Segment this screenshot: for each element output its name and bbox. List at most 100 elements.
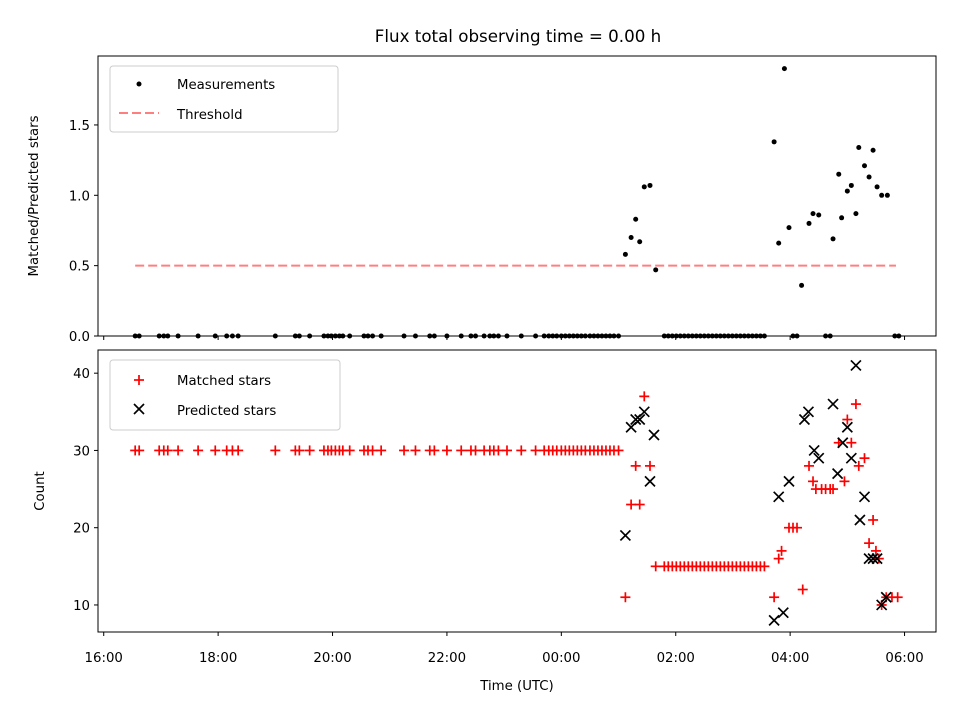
top-x-ticks (103, 336, 906, 340)
measurement-point (839, 215, 845, 221)
predicted-star-stroke (798, 413, 811, 426)
measurement-point (562, 333, 568, 339)
measurement-point (866, 174, 872, 180)
measurement-point (224, 333, 230, 339)
predicted-star-stroke (871, 553, 883, 565)
matched-star-point (344, 445, 355, 456)
measurement-point (628, 235, 634, 241)
measurement-point (136, 333, 142, 339)
measurement-point (599, 333, 605, 339)
matched-star-point (839, 476, 850, 487)
measurement-point (781, 66, 787, 72)
matched-star-point (630, 460, 641, 471)
legend-matched-label: Matched stars (177, 374, 271, 389)
bottom-y-tick-label: 30 (73, 444, 90, 459)
matched-star-point (842, 414, 853, 425)
measurement-point (745, 333, 751, 339)
matched-star-point (429, 445, 440, 456)
bottom-y-ticks: 10 20 30 40 (73, 367, 98, 614)
measurement-point (195, 333, 201, 339)
bottom-panel: 10 20 30 40 16:00 18:00 20:00 22:00 00:00 02:00 0… (33, 349, 937, 694)
matched-star-point (173, 445, 184, 456)
measurement-point (827, 333, 833, 339)
measurement-point (481, 333, 487, 339)
matched-star-point (233, 445, 244, 456)
bottom-axes-frame (97, 349, 937, 633)
matched-star-point (850, 399, 861, 410)
measurement-point (307, 333, 313, 339)
top-y-axis-label: Matched/Predicted stars (27, 115, 42, 276)
predicted-star-point (858, 491, 871, 503)
predicted-star-point (871, 553, 883, 565)
predicted-star-point (827, 398, 839, 410)
predicted-star-stroke (832, 468, 844, 480)
predicted-star-stroke (619, 529, 631, 542)
matched-star-point (828, 484, 839, 495)
predicted-star-point (634, 413, 646, 426)
matched-star-point (626, 499, 637, 510)
measurement-point (701, 333, 707, 339)
bottom-y-axis-label: Count (33, 471, 48, 511)
top-y-tick-label: 0.0 (69, 330, 90, 345)
matched-star-point (644, 460, 655, 471)
figure-title: Flux total observing time = 0.00 h (375, 26, 661, 46)
measurement-point (444, 333, 450, 339)
measurement-point (570, 333, 576, 339)
measurement-point (212, 333, 218, 339)
measurement-point (776, 240, 782, 246)
measurement-point (669, 333, 675, 339)
measurement-point (853, 211, 859, 217)
measurements-series (132, 66, 902, 339)
predicted-star-point (619, 529, 631, 542)
measurement-point (468, 333, 474, 339)
predicted-star-point (832, 468, 844, 480)
matched-star-point (804, 460, 815, 471)
predicted-star-stroke (867, 553, 879, 565)
measurement-point (365, 333, 371, 339)
predicted-star-stroke (854, 514, 866, 526)
predicted-star-point (863, 553, 875, 565)
measurement-point (296, 333, 302, 339)
predicted-star-stroke (880, 591, 892, 603)
bottom-x-ticks: 16:00 18:00 20:00 22:00 00:00 02:00 04:00 06:00 (85, 632, 924, 666)
bottom-x-tick-label: 04:00 (771, 651, 809, 666)
predicted-star-point (880, 591, 892, 603)
matched-star-point (134, 445, 145, 456)
measurement-point (749, 333, 755, 339)
legend-matched-marker (134, 375, 144, 385)
matched-star-point (859, 453, 870, 464)
measurement-point (578, 333, 584, 339)
predicted-star-point (854, 514, 866, 526)
matched-star-point (367, 445, 378, 456)
predicted-star-point (798, 413, 811, 426)
measurement-point (884, 192, 890, 198)
measurement-point (487, 333, 493, 339)
measurement-point (473, 333, 479, 339)
measurement-point (753, 333, 759, 339)
measurement-point (611, 333, 617, 339)
measurement-point (870, 147, 876, 153)
measurement-point (272, 333, 278, 339)
matched-star-point (808, 476, 819, 487)
predicted-star-point (644, 475, 656, 487)
measurement-point (892, 333, 898, 339)
matched-star-point (613, 445, 624, 456)
bottom-y-tick-label: 40 (73, 367, 90, 382)
predicted-star-stroke (783, 475, 795, 487)
top-axes-frame (97, 55, 937, 337)
predicted-star-stroke (638, 406, 650, 418)
measurement-point (693, 333, 699, 339)
measurement-point (607, 333, 613, 339)
measurement-point (844, 188, 850, 194)
measurement-point (721, 333, 727, 339)
measurement-point (665, 333, 671, 339)
measurement-point (541, 333, 547, 339)
legend-predicted-label: Predicted stars (177, 404, 276, 419)
matched-star-point (759, 561, 770, 572)
measurement-point (729, 333, 735, 339)
matched-star-point (304, 445, 315, 456)
predicted-star-stroke (850, 359, 862, 372)
measurement-point (504, 333, 510, 339)
measurement-point (574, 333, 580, 339)
measurement-point (697, 333, 703, 339)
